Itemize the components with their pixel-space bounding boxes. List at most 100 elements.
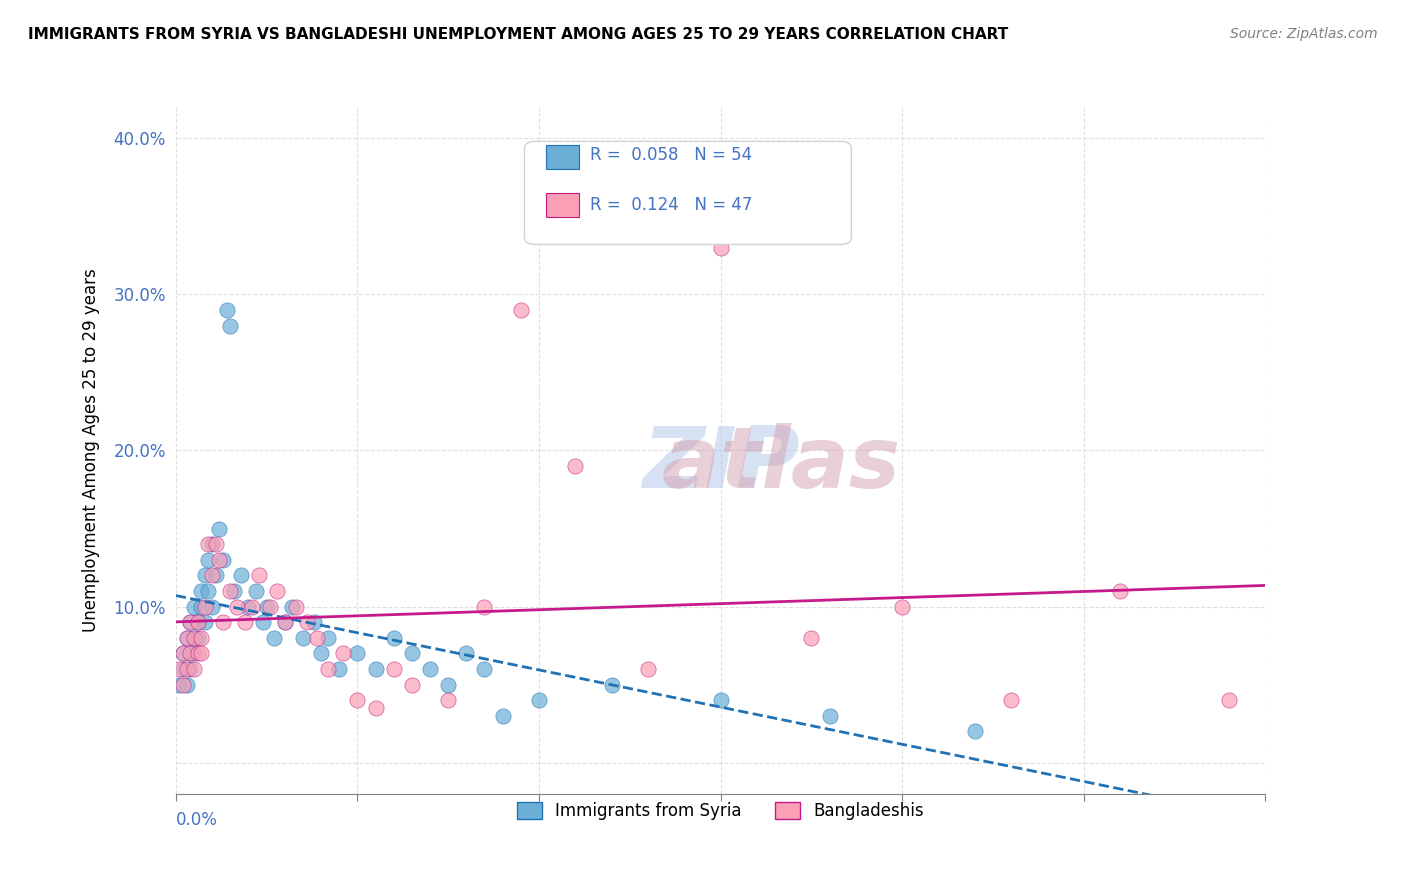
Point — [169, 678, 191, 692]
Point — [284, 599, 307, 614]
Point — [194, 615, 217, 630]
Point — [710, 240, 733, 254]
Legend: Immigrants from Syria, Bangladeshis: Immigrants from Syria, Bangladeshis — [510, 796, 931, 827]
Point — [259, 599, 281, 614]
Point — [208, 552, 231, 567]
Point — [179, 615, 201, 630]
Point — [891, 599, 914, 614]
Point — [172, 646, 194, 660]
Point — [233, 615, 256, 630]
Point — [201, 537, 224, 551]
Point — [800, 631, 823, 645]
Y-axis label: Unemployment Among Ages 25 to 29 years: Unemployment Among Ages 25 to 29 years — [82, 268, 100, 632]
Point — [401, 646, 423, 660]
Point — [172, 662, 194, 676]
Point — [364, 662, 387, 676]
Point — [1218, 693, 1240, 707]
Bar — [546, 145, 579, 169]
Point — [600, 678, 623, 692]
Point — [437, 678, 460, 692]
Point — [190, 631, 212, 645]
Point — [179, 615, 201, 630]
Text: Source: ZipAtlas.com: Source: ZipAtlas.com — [1230, 27, 1378, 41]
Point — [328, 662, 350, 676]
Point — [179, 646, 201, 660]
Point — [437, 693, 460, 707]
Point — [179, 662, 201, 676]
Point — [240, 599, 263, 614]
Text: atlas: atlas — [541, 423, 900, 506]
Point — [231, 568, 253, 582]
Point — [212, 615, 235, 630]
Point — [509, 302, 531, 317]
Point — [194, 568, 217, 582]
Text: IMMIGRANTS FROM SYRIA VS BANGLADESHI UNEMPLOYMENT AMONG AGES 25 TO 29 YEARS CORR: IMMIGRANTS FROM SYRIA VS BANGLADESHI UNE… — [28, 27, 1008, 42]
Point — [197, 537, 219, 551]
Point — [190, 583, 212, 598]
Point — [179, 646, 201, 660]
Point — [204, 537, 226, 551]
Point — [226, 599, 249, 614]
Point — [382, 662, 405, 676]
Point — [527, 693, 550, 707]
Point — [456, 646, 478, 660]
Point — [176, 662, 198, 676]
Point — [564, 458, 586, 473]
Point — [818, 708, 841, 723]
Point — [183, 599, 205, 614]
Point — [382, 631, 405, 645]
Point — [346, 646, 368, 660]
Point — [263, 631, 285, 645]
Point — [266, 583, 288, 598]
Bar — [546, 193, 579, 217]
Point — [364, 701, 387, 715]
Point — [208, 521, 231, 535]
Point — [204, 568, 226, 582]
Point — [219, 583, 242, 598]
Point — [1109, 583, 1132, 598]
Point — [212, 552, 235, 567]
Point — [197, 583, 219, 598]
Point — [219, 318, 242, 333]
Text: 0.0%: 0.0% — [176, 811, 218, 829]
Point — [245, 583, 267, 598]
Point — [419, 662, 441, 676]
Point — [1000, 693, 1022, 707]
Point — [201, 599, 224, 614]
Point — [183, 631, 205, 645]
Point — [492, 708, 515, 723]
Point — [318, 631, 340, 645]
Point — [194, 599, 217, 614]
Point — [186, 615, 209, 630]
Point — [190, 646, 212, 660]
Point — [201, 568, 224, 582]
Point — [172, 678, 194, 692]
Text: ZIP: ZIP — [641, 423, 800, 506]
Point — [176, 631, 198, 645]
Point — [190, 599, 212, 614]
Point — [256, 599, 278, 614]
Point — [274, 615, 297, 630]
Point — [215, 302, 238, 317]
Point — [186, 631, 209, 645]
FancyBboxPatch shape — [524, 141, 852, 244]
Point — [291, 631, 314, 645]
Point — [307, 631, 329, 645]
Point — [318, 662, 340, 676]
Point — [176, 678, 198, 692]
Point — [183, 662, 205, 676]
Point — [332, 646, 354, 660]
Point — [474, 599, 496, 614]
Point — [176, 631, 198, 645]
Point — [186, 615, 209, 630]
Point — [346, 693, 368, 707]
Point — [238, 599, 260, 614]
Point — [401, 678, 423, 692]
Point — [197, 552, 219, 567]
Point — [281, 599, 304, 614]
Point — [963, 724, 986, 739]
Point — [183, 631, 205, 645]
Point — [474, 662, 496, 676]
Point — [302, 615, 325, 630]
Point — [247, 568, 270, 582]
